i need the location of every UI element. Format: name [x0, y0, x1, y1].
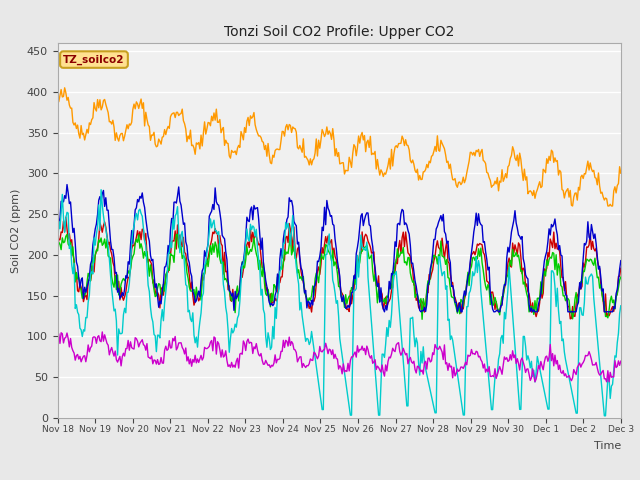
- Y-axis label: Soil CO2 (ppm): Soil CO2 (ppm): [11, 188, 21, 273]
- Text: Time: Time: [593, 441, 621, 451]
- Text: TZ_soilco2: TZ_soilco2: [63, 54, 125, 65]
- Title: Tonzi Soil CO2 Profile: Upper CO2: Tonzi Soil CO2 Profile: Upper CO2: [224, 25, 454, 39]
